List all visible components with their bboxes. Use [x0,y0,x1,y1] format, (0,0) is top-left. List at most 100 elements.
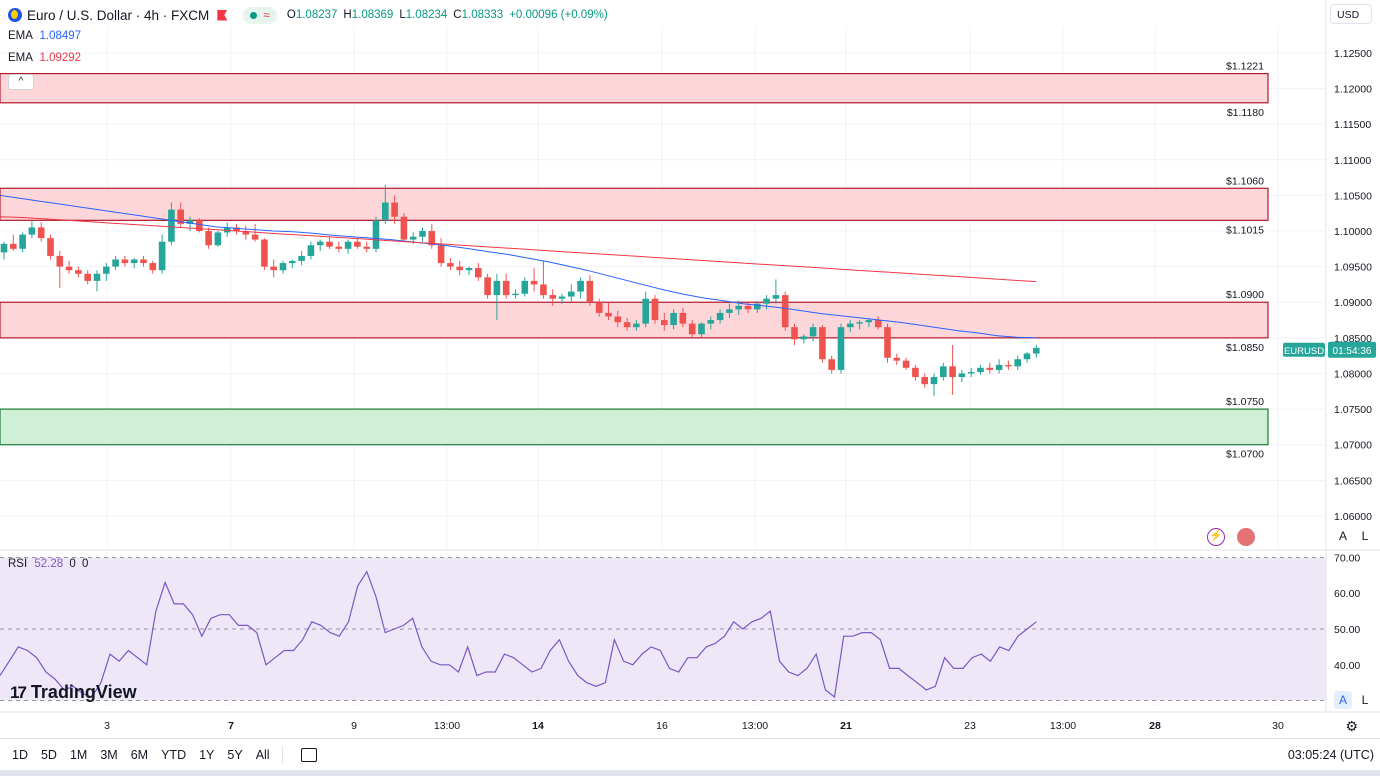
candle-body [623,322,631,328]
range-ytd[interactable]: YTD [161,748,187,762]
rsi-log-scale-button[interactable]: L [1361,693,1369,707]
us-flag-event-icon[interactable] [1237,528,1255,546]
tradingview-mark-icon: 17 [10,682,27,702]
zone-high-label: $1.1060 [1226,175,1264,187]
price-tick-label: 1.12500 [1334,48,1372,60]
candle-body [828,359,835,370]
rsi-legend[interactable]: RSI 52.28 0 0 [8,558,88,570]
ema-value: 1.08497 [39,30,82,42]
price-tick-label: 1.11500 [1334,119,1371,131]
tradingview-logo[interactable]: 17 TradingView [10,682,137,703]
range-all[interactable]: All [255,748,270,762]
candle-body [558,296,566,299]
zone-low-label: $1.0850 [1226,342,1264,354]
zone-resistance [0,301,1269,339]
ema-legend-2[interactable]: EMA 1.09292 [8,52,81,64]
candle-body [912,367,919,378]
candle-body [103,266,110,274]
ohlc-high: H1.08369 [343,9,394,21]
log-scale-button[interactable]: L [1361,529,1369,543]
utc-clock[interactable]: 03:05:24 (UTC) [1287,748,1374,762]
range-5y[interactable]: 5Y [227,748,243,762]
time-tick-label: 13:00 [1050,720,1076,732]
candle-body [233,227,240,232]
candle-body [149,263,157,271]
alert-flag-icon[interactable] [217,9,228,21]
zone-resistance [0,72,1269,104]
candle-body [344,241,352,249]
candle-body [651,298,659,321]
ema-label: EMA [8,52,33,64]
range-6m[interactable]: 6M [130,748,149,762]
market-status-pill[interactable]: ≈ [243,6,277,24]
candle-body [419,231,426,237]
footer-strip [0,770,1380,776]
candle-body [475,268,482,278]
range-1d[interactable]: 1D [12,748,28,762]
candle-body [428,231,436,246]
symbol-title[interactable]: Euro / U.S. Dollar · 4h · FXCM [27,7,210,23]
calendar-goto-icon[interactable] [300,748,317,762]
ema-value: 1.09292 [39,52,82,64]
candle-body [493,280,501,296]
ema-legend-1[interactable]: EMA 1.08497 [8,30,81,42]
candle-body [196,220,203,232]
candle-body [698,323,705,335]
price-axis[interactable]: 1.12500 1.12000 1.11500 1.11000 1.10500 1.100… [1334,48,1372,672]
candle-body [10,243,17,249]
candle-body [130,259,138,264]
candle-body [121,259,129,264]
price-tick-label: 1.07500 [1334,404,1372,416]
candle-body [605,312,612,317]
candle-body [781,295,789,328]
candle-body [540,284,547,296]
candle-body [847,323,854,328]
candle-body [967,372,975,374]
candle-body [456,266,463,271]
candle-body [549,295,556,299]
candle-body [75,270,82,274]
candlestick-series [0,184,1040,397]
candle-body [977,367,984,373]
candle-body [270,266,277,271]
candle-body [37,227,45,239]
collapse-legend-button[interactable]: ^ [8,74,34,90]
candle-body [502,280,510,296]
range-1y[interactable]: 1Y [199,748,215,762]
zone-low-label: $1.0700 [1226,449,1264,461]
settings-gear-icon[interactable]: ⚙ [1345,718,1358,734]
candle-body [1014,359,1021,367]
lightning-event-icon[interactable]: ⚡ [1207,528,1225,546]
time-tick-label: 13:00 [434,720,460,732]
range-3m[interactable]: 3M [100,748,118,762]
candle-body [512,293,519,296]
candle-body [633,323,640,328]
ohlc-low: L1.08234 [399,9,448,21]
price-tick-label: 1.07000 [1334,440,1372,452]
range-5d[interactable]: 5D [40,748,57,762]
price-tick-label: 1.09500 [1334,262,1372,274]
candle-body [865,320,873,323]
time-tick-label: 21 [840,720,852,732]
candle-body [112,259,119,267]
time-tick-label: 7 [228,720,234,732]
auto-scale-button[interactable]: A [1338,529,1347,543]
candle-body [642,298,649,324]
candle-body [586,280,594,303]
candle-body [949,366,956,378]
price-tick-label: 1.10000 [1334,226,1372,238]
rsi-auto-scale-button[interactable]: A [1334,691,1352,709]
candle-body [279,263,287,271]
time-axis[interactable]: 3 7 9 13:00 14 16 13:00 21 23 13:00 28 30 [104,720,1284,732]
candle-body [177,209,184,224]
candle-body [595,302,603,313]
range-1m[interactable]: 1M [69,748,88,762]
candle-body [884,327,891,358]
rsi-tick-label: 60.00 [1334,588,1360,600]
candle-body [465,268,473,271]
currency-button[interactable]: USD [1330,4,1372,24]
ema-label: EMA [8,30,33,42]
candle-body [958,373,966,378]
time-tick-label: 16 [656,720,668,732]
